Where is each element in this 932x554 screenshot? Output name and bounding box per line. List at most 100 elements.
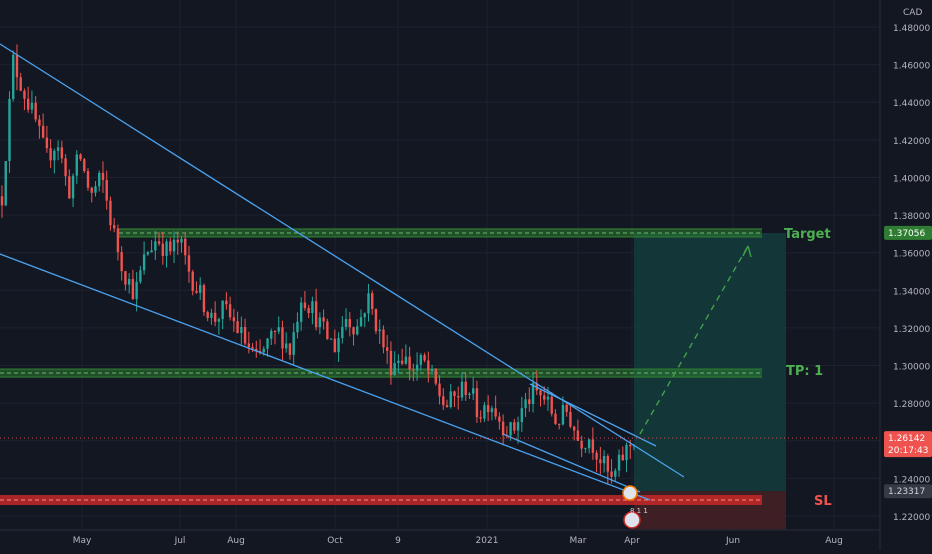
candle-body: [131, 278, 135, 300]
price-tick-label: 1.46000: [893, 62, 930, 72]
candle-body: [471, 388, 475, 394]
candle-body: [60, 147, 64, 159]
candle-body: [363, 313, 366, 318]
economic-event-icon[interactable]: [623, 511, 641, 529]
candle-body: [195, 291, 198, 293]
candle-body: [576, 430, 580, 441]
price-tick-label: 1.38000: [893, 212, 930, 222]
candle-body: [139, 270, 142, 282]
candle-body: [625, 444, 628, 461]
candle-body: [374, 309, 378, 332]
candle-body: [281, 327, 284, 349]
currency-label[interactable]: CAD: [903, 8, 922, 18]
candle-body: [270, 330, 273, 339]
candle-body: [614, 470, 617, 477]
candle-body: [584, 448, 587, 450]
candle-body: [247, 343, 251, 348]
candle-body: [430, 368, 434, 371]
candle-body: [408, 356, 411, 370]
candle-body: [483, 405, 486, 419]
candle-body: [565, 404, 568, 412]
event-count-badge: 8 1 1: [630, 507, 648, 515]
price-tick-label: 1.42000: [893, 137, 930, 147]
stop-price-label-box: [884, 484, 932, 499]
candle-body: [558, 423, 561, 425]
candle-body: [419, 355, 423, 365]
candle-body: [154, 241, 157, 251]
candle-body: [157, 241, 161, 244]
horizontal-levels[interactable]: [0, 228, 762, 506]
candle-body: [172, 239, 176, 252]
candle-body: [498, 416, 501, 422]
candle-body: [101, 172, 105, 181]
price-tick-label: 1.34000: [893, 287, 930, 297]
candle-body: [296, 321, 299, 333]
candle-body: [41, 125, 45, 138]
candle-body: [112, 225, 116, 229]
candle-body: [26, 98, 30, 110]
candle-body: [352, 327, 355, 335]
candle-body: [629, 444, 632, 447]
candle-body: [412, 369, 415, 371]
candle-body: [602, 456, 606, 464]
time-tick-label: Jul: [174, 536, 186, 546]
candle-body: [621, 454, 624, 461]
candle-body: [161, 243, 165, 256]
candle-body: [344, 319, 348, 327]
projection-arrowhead: [742, 245, 752, 258]
candle-body: [404, 356, 408, 364]
candle-body: [617, 454, 621, 471]
candle-body: [165, 241, 168, 256]
price-axis[interactable]: 1.48000 1.46000 1.44000 1.42000 1.40000 1.380…: [879, 0, 932, 550]
last-price-label-text: 20:17:43: [888, 446, 928, 456]
candle-body: [606, 456, 610, 472]
candle-body: [64, 158, 67, 177]
candle-body: [520, 408, 524, 423]
candle-body: [460, 381, 464, 398]
candle-body: [468, 393, 471, 396]
candle-body: [546, 396, 550, 400]
candle-body: [587, 439, 591, 449]
candle-body: [15, 54, 19, 78]
candle-body: [397, 360, 400, 364]
candle-body: [307, 308, 310, 314]
candle-body: [266, 338, 269, 349]
candle-body: [228, 304, 232, 318]
candle-body: [49, 148, 52, 161]
wedge-lower-line[interactable]: [502, 433, 641, 493]
time-tick-label: 9: [395, 536, 401, 546]
candle-body: [382, 329, 385, 348]
candle-body: [427, 360, 430, 371]
candle-body: [486, 405, 490, 413]
target-zone: [634, 232, 786, 492]
target-level-band[interactable]: [119, 228, 762, 237]
time-axis[interactable]: May Jul Aug Oct 9 2021 Mar Apr Jun Aug: [0, 529, 880, 546]
time-tick-label: Oct: [327, 536, 343, 546]
candle-body: [464, 381, 467, 396]
candle-body: [550, 396, 553, 414]
candle-body: [169, 241, 172, 252]
candle-body: [554, 413, 557, 424]
candle-body: [243, 327, 247, 344]
candle-body: [0, 196, 4, 206]
candle-body: [34, 102, 37, 120]
candle-body: [221, 300, 224, 320]
candle-body: [187, 255, 191, 272]
stop-price-label-text: 1.23317: [888, 487, 925, 497]
price-tick-label: 1.40000: [893, 174, 930, 184]
candle-body: [318, 317, 322, 328]
candle-body: [86, 171, 90, 188]
sl-label: SL: [814, 494, 832, 509]
lower-channel-line[interactable]: [0, 253, 651, 501]
earnings-event-icon[interactable]: [622, 485, 638, 501]
time-tick-label: Mar: [570, 536, 587, 546]
upper-channel-line[interactable]: [0, 43, 685, 478]
candle-body: [255, 348, 258, 351]
wedge-upper-line[interactable]: [529, 383, 657, 447]
candle-body: [494, 408, 497, 417]
candle-body: [311, 301, 314, 314]
candle-body: [531, 383, 535, 405]
trendlines[interactable]: [0, 43, 685, 501]
